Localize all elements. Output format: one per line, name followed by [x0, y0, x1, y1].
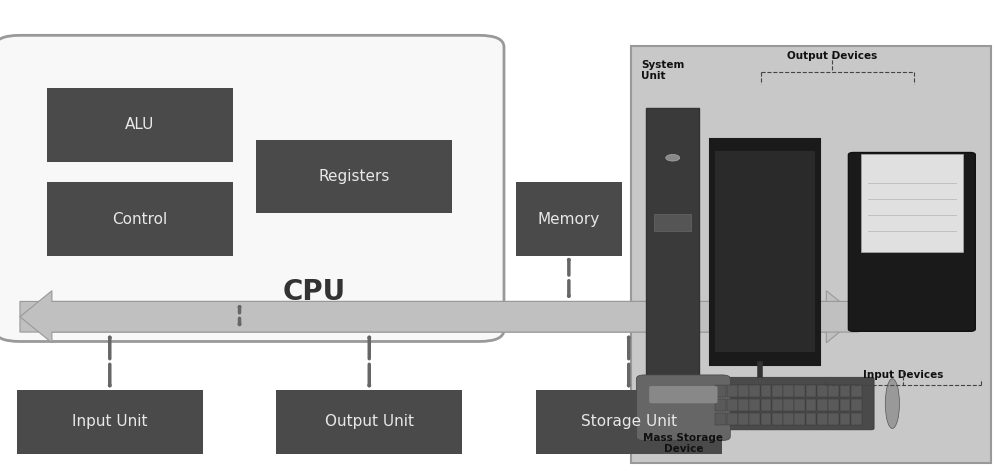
- Text: Output Unit: Output Unit: [324, 414, 414, 429]
- Circle shape: [666, 154, 680, 161]
- FancyBboxPatch shape: [805, 413, 816, 425]
- Text: ALU: ALU: [125, 117, 155, 132]
- FancyBboxPatch shape: [727, 399, 738, 411]
- FancyBboxPatch shape: [783, 413, 794, 425]
- FancyBboxPatch shape: [727, 385, 738, 397]
- FancyBboxPatch shape: [256, 140, 452, 213]
- FancyBboxPatch shape: [709, 377, 874, 430]
- Text: Mass Storage
Device: Mass Storage Device: [644, 432, 724, 454]
- FancyBboxPatch shape: [760, 385, 771, 397]
- FancyBboxPatch shape: [0, 35, 504, 341]
- Text: Input Devices: Input Devices: [863, 370, 943, 381]
- FancyBboxPatch shape: [749, 385, 760, 397]
- FancyBboxPatch shape: [817, 413, 827, 425]
- FancyBboxPatch shape: [771, 413, 782, 425]
- Text: Memory: Memory: [538, 211, 600, 227]
- FancyBboxPatch shape: [848, 153, 975, 331]
- FancyBboxPatch shape: [47, 88, 233, 162]
- FancyBboxPatch shape: [536, 390, 722, 454]
- FancyBboxPatch shape: [649, 386, 718, 403]
- FancyBboxPatch shape: [739, 413, 748, 425]
- FancyBboxPatch shape: [17, 390, 203, 454]
- FancyArrow shape: [20, 291, 858, 343]
- FancyBboxPatch shape: [828, 385, 839, 397]
- Ellipse shape: [885, 379, 899, 429]
- FancyBboxPatch shape: [646, 108, 700, 380]
- FancyBboxPatch shape: [794, 385, 805, 397]
- FancyBboxPatch shape: [794, 413, 805, 425]
- FancyBboxPatch shape: [805, 399, 816, 411]
- Text: System
Unit: System Unit: [641, 59, 685, 81]
- FancyBboxPatch shape: [794, 399, 805, 411]
- FancyBboxPatch shape: [637, 375, 731, 440]
- FancyBboxPatch shape: [839, 413, 850, 425]
- FancyBboxPatch shape: [716, 385, 727, 397]
- Text: Control: Control: [112, 211, 168, 227]
- FancyBboxPatch shape: [760, 399, 771, 411]
- FancyBboxPatch shape: [817, 399, 827, 411]
- FancyArrow shape: [20, 291, 858, 343]
- FancyBboxPatch shape: [716, 413, 727, 425]
- FancyBboxPatch shape: [739, 385, 748, 397]
- FancyBboxPatch shape: [516, 182, 622, 256]
- FancyBboxPatch shape: [771, 399, 782, 411]
- FancyBboxPatch shape: [631, 46, 991, 463]
- FancyBboxPatch shape: [716, 399, 727, 411]
- FancyBboxPatch shape: [47, 182, 233, 256]
- FancyBboxPatch shape: [710, 139, 820, 365]
- Text: CPU: CPU: [282, 278, 346, 306]
- FancyBboxPatch shape: [771, 385, 782, 397]
- FancyBboxPatch shape: [749, 399, 760, 411]
- FancyBboxPatch shape: [805, 385, 816, 397]
- Text: Storage Unit: Storage Unit: [581, 414, 677, 429]
- FancyBboxPatch shape: [760, 413, 771, 425]
- FancyBboxPatch shape: [732, 381, 797, 400]
- FancyBboxPatch shape: [817, 385, 827, 397]
- Text: Registers: Registers: [318, 169, 390, 184]
- FancyBboxPatch shape: [828, 413, 839, 425]
- FancyBboxPatch shape: [715, 151, 814, 352]
- FancyBboxPatch shape: [828, 399, 839, 411]
- FancyBboxPatch shape: [783, 385, 794, 397]
- FancyBboxPatch shape: [276, 390, 462, 454]
- FancyBboxPatch shape: [739, 399, 748, 411]
- FancyBboxPatch shape: [860, 154, 963, 252]
- Text: Input Unit: Input Unit: [72, 414, 148, 429]
- FancyBboxPatch shape: [851, 385, 861, 397]
- FancyBboxPatch shape: [749, 413, 760, 425]
- FancyBboxPatch shape: [839, 385, 850, 397]
- FancyBboxPatch shape: [851, 399, 861, 411]
- FancyBboxPatch shape: [839, 399, 850, 411]
- FancyBboxPatch shape: [655, 214, 691, 231]
- Text: Output Devices: Output Devices: [787, 51, 877, 61]
- FancyBboxPatch shape: [783, 399, 794, 411]
- FancyBboxPatch shape: [851, 413, 861, 425]
- FancyBboxPatch shape: [727, 413, 738, 425]
